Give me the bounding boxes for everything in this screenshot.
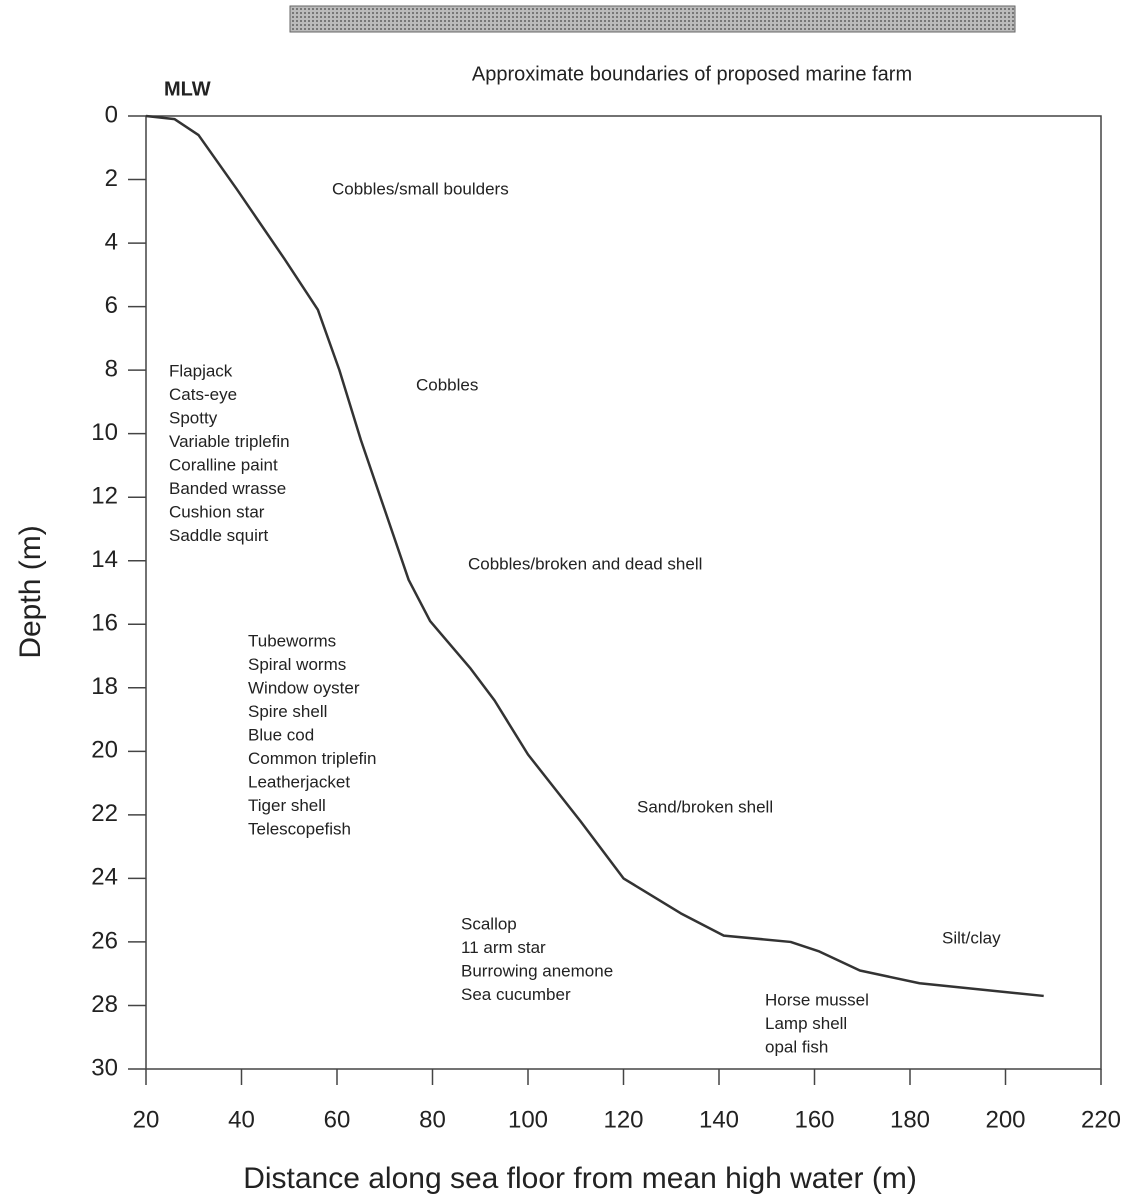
species-label: Sea cucumber bbox=[461, 985, 571, 1004]
y-tick-label: 24 bbox=[91, 864, 118, 891]
plot-frame bbox=[146, 116, 1101, 1069]
species-label: Variable triplefin bbox=[169, 432, 290, 451]
mlw-label: MLW bbox=[164, 78, 211, 100]
x-axis-title: Distance along sea floor from mean high … bbox=[243, 1162, 917, 1195]
farm-boundary-bar bbox=[290, 6, 1015, 32]
y-axis-title: Depth (m) bbox=[14, 525, 47, 658]
species-label: Horse mussel bbox=[765, 990, 869, 1009]
x-tick-label: 60 bbox=[324, 1106, 351, 1133]
y-tick-label: 30 bbox=[91, 1054, 118, 1081]
x-tick-label: 100 bbox=[508, 1106, 548, 1133]
species-label: Spire shell bbox=[248, 702, 327, 721]
species-label: Banded wrasse bbox=[169, 479, 286, 498]
y-tick-label: 6 bbox=[105, 292, 118, 319]
species-label: Coralline paint bbox=[169, 455, 278, 474]
species-label: Cats-eye bbox=[169, 385, 237, 404]
y-tick-label: 16 bbox=[91, 610, 118, 637]
species-label: Saddle squirt bbox=[169, 526, 269, 545]
substrate-label: Cobbles/broken and dead shell bbox=[468, 554, 702, 573]
y-tick-label: 14 bbox=[91, 546, 118, 573]
y-tick-label: 12 bbox=[91, 483, 118, 510]
species-label: Flapjack bbox=[169, 361, 233, 380]
substrate-label: Cobbles bbox=[416, 375, 478, 394]
substrate-label: Sand/broken shell bbox=[637, 797, 773, 816]
x-tick-label: 200 bbox=[985, 1106, 1025, 1133]
species-label: Lamp shell bbox=[765, 1014, 847, 1033]
species-label: Telescopefish bbox=[248, 819, 351, 838]
substrate-label: Silt/clay bbox=[942, 928, 1001, 947]
x-tick-label: 160 bbox=[794, 1106, 834, 1133]
y-tick-label: 20 bbox=[91, 737, 118, 764]
chart-title: Approximate boundaries of proposed marin… bbox=[472, 63, 912, 85]
species-label: Tiger shell bbox=[248, 796, 326, 815]
species-label: Tubeworms bbox=[248, 631, 336, 650]
x-tick-label: 180 bbox=[890, 1106, 930, 1133]
species-label: Spiral worms bbox=[248, 655, 346, 674]
x-tick-label: 20 bbox=[133, 1106, 160, 1133]
species-label: Spotty bbox=[169, 408, 218, 427]
substrate-label: Cobbles/small boulders bbox=[332, 179, 509, 198]
y-tick-label: 26 bbox=[91, 927, 118, 954]
species-label: Common triplefin bbox=[248, 749, 377, 768]
species-label: 11 arm star bbox=[461, 938, 546, 957]
y-tick-label: 8 bbox=[105, 355, 118, 382]
species-label: Scallop bbox=[461, 914, 517, 933]
y-tick-label: 22 bbox=[91, 800, 118, 827]
x-tick-label: 40 bbox=[228, 1106, 255, 1133]
x-tick-label: 120 bbox=[603, 1106, 643, 1133]
y-tick-label: 2 bbox=[105, 165, 118, 192]
species-label: Burrowing anemone bbox=[461, 961, 613, 980]
y-tick-label: 4 bbox=[105, 228, 118, 255]
y-tick-label: 10 bbox=[91, 419, 118, 446]
x-tick-label: 140 bbox=[699, 1106, 739, 1133]
species-label: Leatherjacket bbox=[248, 772, 350, 791]
species-label: Window oyster bbox=[248, 678, 360, 697]
species-label: Blue cod bbox=[248, 725, 314, 744]
y-tick-label: 0 bbox=[105, 101, 118, 128]
y-tick-label: 28 bbox=[91, 991, 118, 1018]
species-label: opal fish bbox=[765, 1037, 828, 1056]
x-tick-label: 80 bbox=[419, 1106, 446, 1133]
x-tick-label: 220 bbox=[1081, 1106, 1121, 1133]
y-tick-label: 18 bbox=[91, 673, 118, 700]
species-label: Cushion star bbox=[169, 502, 265, 521]
chart: Approximate boundaries of proposed marin… bbox=[0, 0, 1136, 1204]
